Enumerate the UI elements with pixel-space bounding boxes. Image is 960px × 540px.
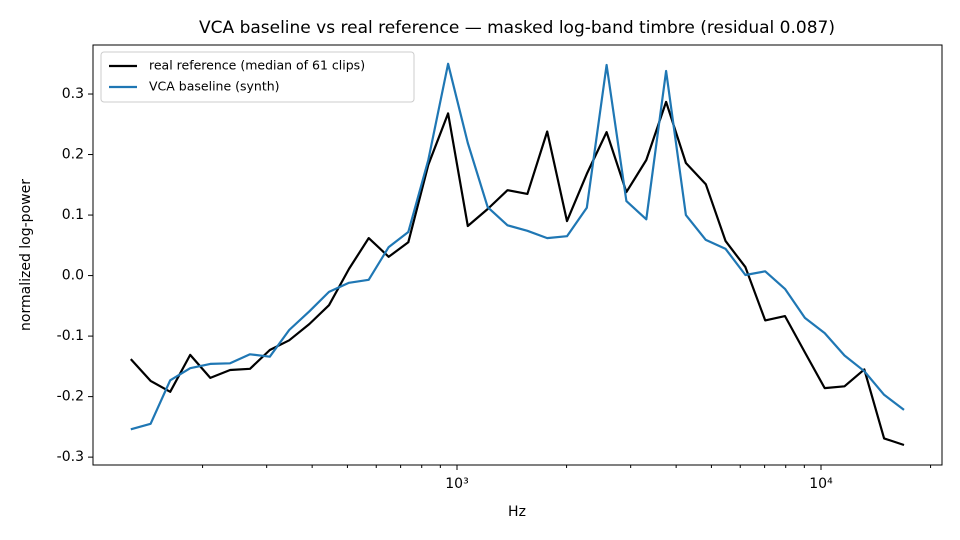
y-tick-label: 0.1: [62, 207, 84, 223]
legend-label: VCA baseline (synth): [149, 79, 280, 94]
y-tick-label: 0.0: [62, 268, 84, 284]
y-tick-label: -0.1: [57, 328, 84, 344]
y-axis-label: normalized log-power: [18, 179, 34, 331]
x-tick-label: 10³: [445, 476, 468, 492]
series-line: [130, 62, 905, 431]
y-tick-label: 0.2: [62, 147, 84, 163]
plot-frame: [92, 44, 943, 466]
y-tick-label: 0.3: [62, 86, 84, 102]
legend-label: real reference (median of 61 clips): [149, 58, 365, 73]
y-tick-label: -0.3: [57, 449, 84, 465]
x-axis-label: Hz: [508, 504, 526, 520]
legend-box: [100, 51, 415, 103]
y-tick-label: -0.2: [57, 389, 84, 405]
series-line: [129, 100, 905, 447]
chart-title: VCA baseline vs real reference — masked …: [199, 18, 835, 38]
x-tick-label: 10⁴: [809, 476, 833, 492]
